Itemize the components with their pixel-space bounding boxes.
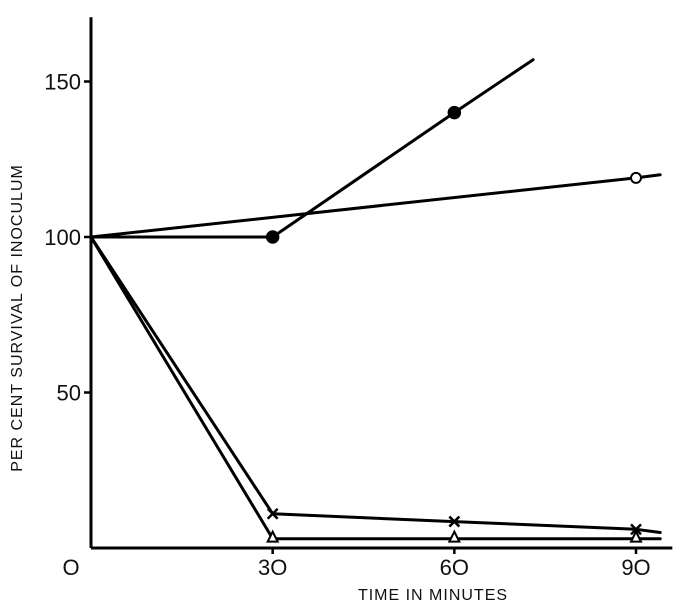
marker-open-triangle-90 [629,529,643,543]
marker-open-triangle-60 [447,529,461,543]
ticks: 50 100 150 O 3O 6O 9O [44,70,650,581]
marker-cross-90 [630,523,642,536]
y-tick-label-100: 100 [44,225,81,250]
marker-open-circle-90 [630,171,642,184]
series-group [89,58,662,541]
axes [89,17,673,550]
marker-cross-60-b [448,515,461,528]
x-tick-label-0: O [62,555,79,580]
series-line-filled-circle [89,58,535,239]
marker-filled-circle-60 [447,105,462,120]
markers-group [265,105,643,543]
y-axis-label: PER CENT SURVIVAL OF INOCULUM [9,164,26,472]
x-tick-label-60: 6O [440,555,469,580]
marker-filled-circle-30 [265,230,280,244]
marker-cross-30-b [266,507,279,520]
series-line-open-triangle [89,235,662,541]
y-tick-label-50: 50 [57,381,81,406]
marker-cross-90-b [630,523,642,536]
y-tick-label-150: 150 [44,70,81,95]
x-tick-label-90: 9O [621,555,650,580]
marker-cross-60 [448,515,461,528]
series-line-open-circle [89,173,662,239]
marker-open-triangle-30 [266,529,280,543]
series-line-cross [89,235,662,534]
x-tick-label-30: 3O [258,555,287,580]
marker-cross-30 [266,507,279,520]
x-axis-label: TIME IN MINUTES [358,587,508,604]
